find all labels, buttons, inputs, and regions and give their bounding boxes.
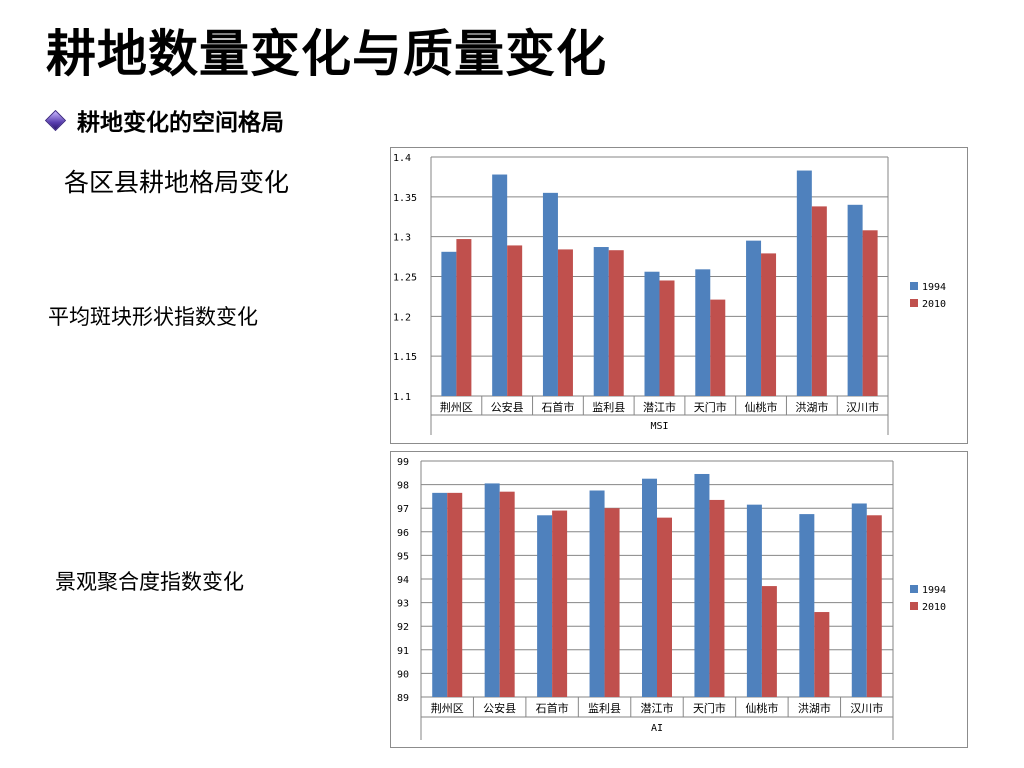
- legend-label: 2010: [922, 602, 946, 613]
- bar-1994: [537, 515, 553, 697]
- bar-1994: [746, 240, 762, 396]
- ai-change-label: 景观聚合度指数变化: [55, 570, 244, 594]
- x-tick-label: 天门市: [694, 400, 727, 414]
- y-tick-label: 1.25: [393, 273, 417, 284]
- legend-swatch-1994: [910, 585, 918, 593]
- bullet-heading: 耕地变化的空间格局: [77, 110, 284, 136]
- bar-2010: [814, 612, 830, 697]
- y-tick-label: 94: [397, 575, 409, 586]
- bar-1994: [746, 504, 762, 697]
- bar-2010: [557, 249, 573, 396]
- ai-chart-svg: 89 90 91 92 93 94 95 96 97 98 99 荆州区 公安县 石首市 监利县 潜江市 天门市…: [397, 457, 946, 740]
- x-tick-label: 荆州区: [440, 401, 473, 414]
- bar-1994: [432, 492, 448, 697]
- y-tick-label: 89: [397, 693, 409, 704]
- x-tick-label: 潜江市: [641, 701, 674, 715]
- y-tick-label: 96: [397, 528, 409, 539]
- y-tick-label: 1.15: [393, 352, 417, 363]
- legend-label: 1994: [922, 585, 946, 596]
- bar-1994: [589, 490, 605, 697]
- bar-1994: [695, 269, 711, 396]
- x-axis-title: MSI: [650, 421, 668, 432]
- x-tick-label: 公安县: [483, 701, 516, 715]
- y-tick-label: 98: [397, 481, 409, 492]
- y-tick-label: 1.35: [393, 193, 417, 204]
- msi-chart: 1.1 1.15 1.2 1.25 1.3 1.35 1.4 荆州区 公安县 石首市 监利县 潜江市 天…: [390, 147, 968, 444]
- bar-2010: [862, 230, 878, 396]
- bar-1994: [593, 247, 609, 396]
- y-tick-label: 97: [397, 504, 409, 515]
- x-axis-title: AI: [651, 723, 663, 734]
- bar-2010: [761, 586, 777, 697]
- y-tick-label: 1.2: [393, 312, 411, 323]
- bar-2010: [811, 206, 827, 396]
- bar-2010: [447, 492, 463, 697]
- bar-2010: [866, 515, 882, 697]
- ai-chart: 89 90 91 92 93 94 95 96 97 98 99 荆州区 公安县 石首市 监利县 潜江市 天门市…: [390, 451, 968, 748]
- bar-2010: [499, 491, 515, 697]
- bar-1994: [796, 170, 812, 396]
- bar-2010: [709, 499, 725, 697]
- bar-1994: [851, 503, 867, 697]
- y-tick-label: 1.1: [393, 392, 411, 403]
- legend-label: 1994: [922, 282, 946, 293]
- x-tick-label: 石首市: [541, 400, 574, 414]
- bar-1994: [492, 174, 508, 396]
- bar-1994: [644, 271, 660, 396]
- x-tick-label: 监利县: [592, 401, 625, 414]
- bar-2010: [507, 245, 523, 396]
- y-tick-label: 93: [397, 599, 409, 610]
- y-tick-label: 92: [397, 622, 409, 633]
- slide-title: 耕地数量变化与质量变化: [46, 25, 607, 83]
- bar-1994: [441, 251, 457, 396]
- y-tick-label: 1.3: [393, 233, 411, 244]
- y-tick-label: 1.4: [393, 153, 411, 164]
- x-tick-label: 仙桃市: [745, 701, 778, 715]
- legend-swatch-2010: [910, 299, 918, 307]
- bar-2010: [659, 280, 675, 396]
- x-tick-label: 汉川市: [846, 400, 879, 414]
- y-tick-label: 95: [397, 551, 409, 562]
- bar-2010: [761, 253, 777, 396]
- bar-1994: [847, 204, 863, 396]
- x-tick-label: 仙桃市: [745, 400, 778, 414]
- x-tick-label: 监利县: [588, 702, 621, 715]
- bar-2010: [604, 508, 620, 697]
- x-tick-label: 洪湖市: [795, 400, 828, 414]
- msi-change-label: 平均斑块形状指数变化: [48, 305, 258, 329]
- bullet-row: 耕地变化的空间格局: [44, 103, 284, 137]
- bar-1994: [694, 473, 710, 697]
- region-pattern-label: 各区县耕地格局变化: [64, 168, 290, 197]
- msi-chart-svg: 1.1 1.15 1.2 1.25 1.3 1.35 1.4 荆州区 公安县 石首市 监利县 潜江市 天…: [393, 153, 946, 435]
- diamond-bullet-icon: [44, 109, 67, 131]
- legend-swatch-1994: [910, 282, 918, 290]
- bar-1994: [484, 483, 500, 697]
- x-tick-label: 潜江市: [643, 400, 676, 414]
- bar-2010: [456, 239, 472, 396]
- bar-2010: [657, 517, 672, 697]
- y-tick-label: 99: [397, 457, 409, 468]
- bar-1994: [642, 478, 657, 697]
- x-tick-label: 洪湖市: [798, 701, 831, 715]
- y-tick-label: 90: [397, 669, 409, 680]
- bar-2010: [608, 250, 624, 396]
- bar-2010: [710, 299, 726, 396]
- x-tick-label: 石首市: [536, 701, 569, 715]
- bar-1994: [799, 514, 815, 697]
- x-tick-label: 荆州区: [431, 702, 464, 715]
- y-tick-label: 91: [397, 646, 409, 657]
- legend-swatch-2010: [910, 602, 918, 610]
- x-tick-label: 公安县: [491, 400, 524, 414]
- bar-1994: [542, 192, 558, 396]
- legend-label: 2010: [922, 299, 946, 310]
- bar-2010: [552, 510, 568, 697]
- x-tick-label: 汉川市: [850, 701, 883, 715]
- x-tick-label: 天门市: [693, 701, 726, 715]
